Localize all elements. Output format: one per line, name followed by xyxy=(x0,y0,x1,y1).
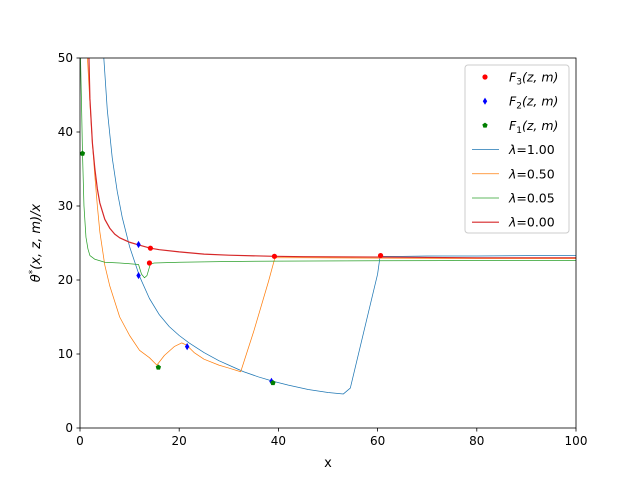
marker-f2-point xyxy=(136,240,141,249)
x-axis-label: x xyxy=(324,456,332,471)
series-line-lambda-0-05 xyxy=(80,58,576,279)
y-tick-label: 0 xyxy=(65,421,73,435)
y-axis-label: θ*(x, z, m)/x xyxy=(28,204,44,283)
x-tick-label: 60 xyxy=(370,434,385,448)
marker-f2-point xyxy=(184,343,190,351)
x-tick-label: 0 xyxy=(76,434,84,448)
y-tick-label: 10 xyxy=(58,347,73,361)
x-axis-ticks: 0 20 40 60 80 100 xyxy=(76,428,587,448)
y-tick-label: 20 xyxy=(58,273,73,287)
x-tick-label: 40 xyxy=(271,434,286,448)
legend: F3(z, m) F2(z, m) F1(z, m) λ=1.00 λ=0.50 λ=0.… xyxy=(464,64,570,234)
axes-frame xyxy=(79,57,577,429)
marker-f3-point xyxy=(377,252,384,259)
legend-label-lambda-0-05: λ=0.05 xyxy=(508,191,555,206)
x-tick-label: 100 xyxy=(565,434,588,448)
legend-label-lambda-0-00: λ=0.00 xyxy=(508,215,555,230)
legend-label-lambda-1-00: λ=1.00 xyxy=(508,142,555,157)
x-tick-label: 80 xyxy=(469,434,484,448)
legend-frame xyxy=(464,64,570,234)
marker-f3-point xyxy=(147,245,154,251)
legend-label-lambda-0-50: λ=0.50 xyxy=(508,166,555,181)
legend-marker-f2 xyxy=(482,97,488,105)
marker-f2-point xyxy=(136,271,141,280)
marker-f1-point xyxy=(270,380,276,386)
legend-label-f3: F3(z, m) xyxy=(509,70,558,88)
legend-marker-f3 xyxy=(482,74,488,80)
legend-label-f2: F2(z, m) xyxy=(509,94,558,112)
y-axis-ticks: 0 10 20 30 40 50 xyxy=(58,51,80,435)
y-tick-label: 50 xyxy=(58,51,73,65)
marker-f3-point xyxy=(146,260,153,266)
y-tick-label: 30 xyxy=(58,199,73,213)
legend-label-f1: F1(z, m) xyxy=(509,118,558,136)
legend-marker-f1 xyxy=(482,122,488,128)
marker-f3-point xyxy=(271,253,278,259)
x-tick-label: 20 xyxy=(172,434,187,448)
series-line-lambda-0-50 xyxy=(87,58,576,373)
marker-f1-point xyxy=(155,364,162,370)
marker-layer xyxy=(79,150,384,386)
marker-f1-point xyxy=(79,150,86,156)
y-tick-label: 40 xyxy=(58,125,73,139)
